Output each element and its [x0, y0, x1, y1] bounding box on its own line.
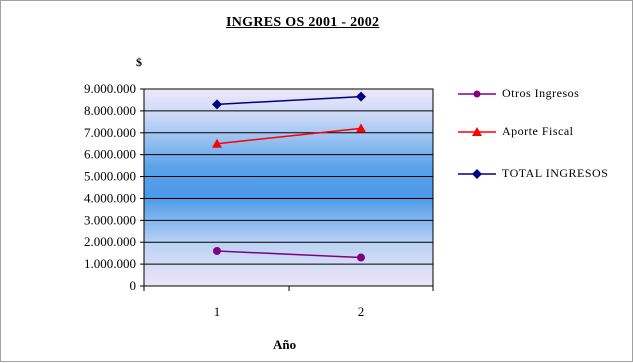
y-tick-label: 7.000.000: [84, 125, 136, 140]
data-point: [357, 253, 365, 262]
y-tick-label: 1.000.000: [84, 256, 136, 271]
y-tick-label: 9.000.000: [84, 81, 136, 96]
y-tick-label: 0: [130, 278, 137, 293]
data-point: [212, 138, 222, 148]
series-line-1: [216, 127, 362, 145]
y-tick-label: 6.000.000: [84, 147, 136, 162]
legend-label: Otros Ingresos: [502, 86, 580, 100]
y-tick-label: 5.000.000: [84, 169, 136, 184]
data-point: [356, 91, 366, 102]
y-tick-label: 4.000.000: [84, 190, 136, 205]
series-line-2: [216, 95, 362, 106]
legend-swatch-aporte-fiscal: [458, 127, 496, 136]
legend-swatch-total-ingresos: [458, 169, 496, 179]
legend-swatch-otros-ingresos: [458, 90, 496, 98]
data-point: [212, 99, 222, 110]
data-point: [356, 123, 366, 133]
y-tick-label: 2.000.000: [84, 234, 136, 249]
chart-title: INGRES OS 2001 - 2002: [226, 15, 380, 30]
series-line-0: [216, 250, 362, 259]
data-point: [213, 246, 221, 255]
legend-label: Aporte Fiscal: [502, 124, 574, 138]
x-axis-label: Año: [273, 337, 297, 352]
y-tick-label: 3.000.000: [84, 212, 136, 227]
y-tick-label: 8.000.000: [84, 103, 136, 118]
x-tick-label: 2: [358, 304, 365, 319]
x-tick-label: 1: [214, 304, 221, 319]
plot-background: [143, 88, 434, 287]
legend-label: TOTAL INGRESOS: [502, 166, 609, 180]
y-axis-label: $: [136, 55, 142, 69]
